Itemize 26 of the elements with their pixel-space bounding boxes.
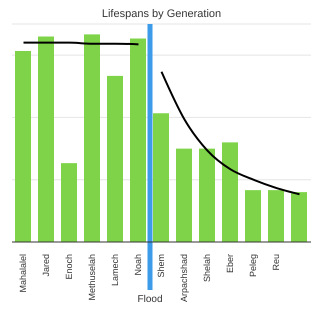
bar	[84, 34, 100, 242]
bar	[176, 148, 192, 242]
bar	[61, 163, 77, 242]
x-tick-label: Methuselah	[86, 254, 97, 301]
bar	[291, 192, 307, 242]
bar	[38, 36, 54, 242]
ref-line-label: Flood	[137, 294, 163, 305]
x-tick-label: Peleg	[248, 254, 258, 278]
x-tick-label: Enoch	[64, 254, 74, 280]
x-tick-label: Eber	[224, 254, 235, 274]
bar	[199, 148, 215, 242]
bar	[245, 190, 261, 242]
x-tick-label: Jared	[40, 254, 51, 277]
x-tick-label: Mahalalel	[18, 254, 28, 293]
x-tick-label: Noah	[132, 254, 143, 276]
x-tick-label: Arpachshad	[178, 254, 189, 302]
bar	[222, 142, 238, 242]
x-tick-label: Lamech	[110, 254, 120, 286]
bar	[268, 190, 284, 242]
x-tick-label: Shelah	[202, 254, 212, 282]
bar	[107, 76, 123, 242]
chart-title: Lifespans by Generation	[100, 8, 222, 20]
x-tick-label: Shem	[156, 254, 166, 278]
x-tick-label: Reu	[270, 254, 281, 271]
bar	[130, 38, 146, 242]
bar	[15, 50, 31, 242]
